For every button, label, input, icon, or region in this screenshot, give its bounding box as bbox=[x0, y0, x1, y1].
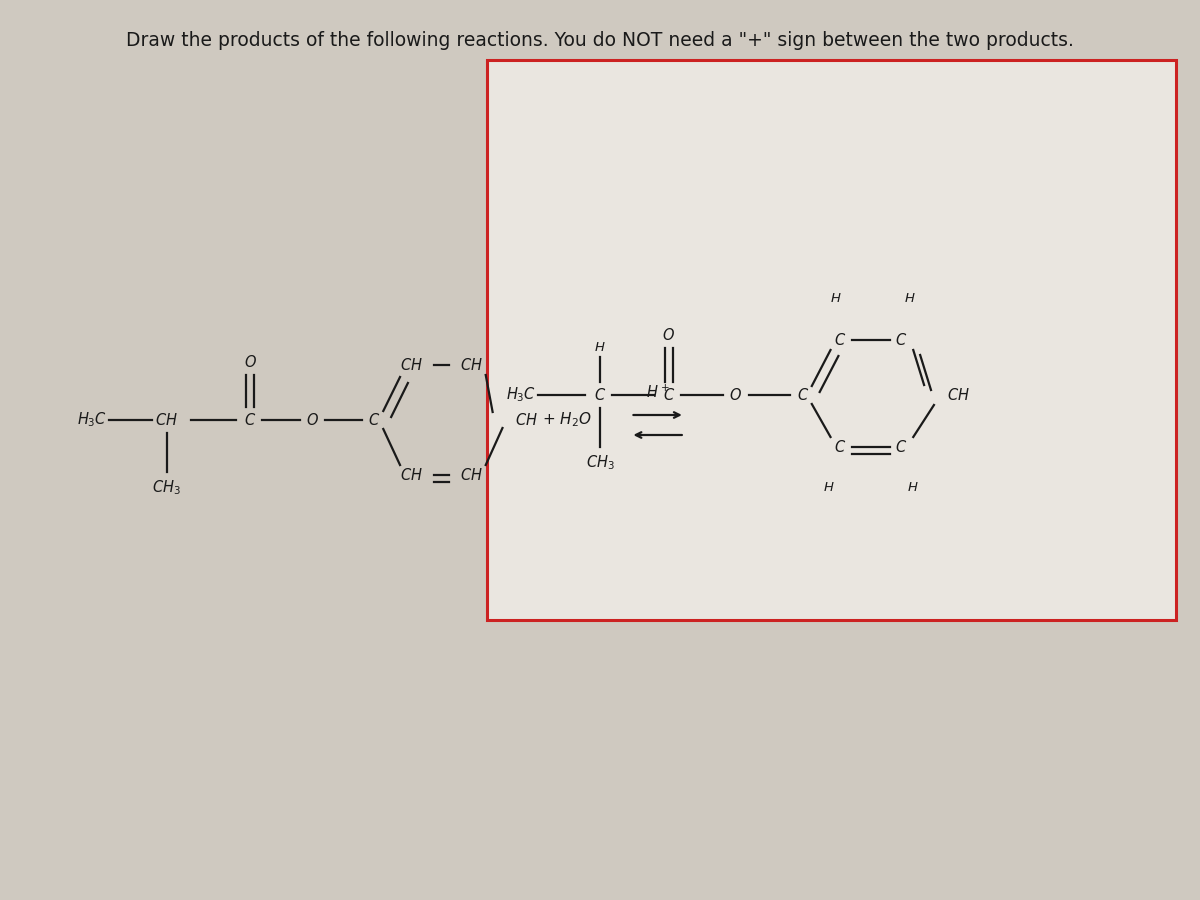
Text: $H_3C$: $H_3C$ bbox=[506, 385, 536, 404]
Text: $C$: $C$ bbox=[797, 387, 809, 403]
Text: $CH$: $CH$ bbox=[460, 357, 482, 373]
Text: $+\ H_2O$: $+\ H_2O$ bbox=[542, 410, 592, 429]
Text: $H$: $H$ bbox=[904, 292, 916, 304]
Text: $H$: $H$ bbox=[907, 481, 919, 493]
Text: $H$: $H$ bbox=[823, 481, 834, 493]
Text: $C$: $C$ bbox=[245, 412, 257, 428]
Text: $C$: $C$ bbox=[895, 439, 907, 455]
Text: $C$: $C$ bbox=[662, 387, 676, 403]
Text: $C$: $C$ bbox=[834, 439, 846, 455]
Text: $CH$: $CH$ bbox=[515, 412, 538, 428]
Text: $CH$: $CH$ bbox=[155, 412, 178, 428]
Text: $H_3C$: $H_3C$ bbox=[77, 410, 108, 429]
Text: $H$: $H$ bbox=[829, 292, 841, 304]
Text: $C$: $C$ bbox=[895, 332, 907, 348]
Text: $CH$: $CH$ bbox=[460, 467, 482, 483]
Text: $H$: $H$ bbox=[594, 340, 606, 354]
Text: $O$: $O$ bbox=[662, 327, 676, 343]
Text: $CH$: $CH$ bbox=[947, 387, 970, 403]
Text: $O$: $O$ bbox=[244, 354, 257, 370]
Text: $O$: $O$ bbox=[730, 387, 743, 403]
Text: $C$: $C$ bbox=[594, 387, 606, 403]
Text: $CH$: $CH$ bbox=[401, 357, 424, 373]
Text: $CH_3$: $CH_3$ bbox=[586, 454, 614, 473]
FancyBboxPatch shape bbox=[487, 60, 1176, 620]
Text: $O$: $O$ bbox=[306, 412, 319, 428]
Text: $C$: $C$ bbox=[368, 412, 380, 428]
Text: $C$: $C$ bbox=[834, 332, 846, 348]
Text: Draw the products of the following reactions. You do NOT need a "+" sign between: Draw the products of the following react… bbox=[126, 31, 1074, 50]
Text: $CH_3$: $CH_3$ bbox=[152, 479, 181, 498]
Text: $CH$: $CH$ bbox=[401, 467, 424, 483]
Text: $H^+$: $H^+$ bbox=[646, 383, 670, 400]
